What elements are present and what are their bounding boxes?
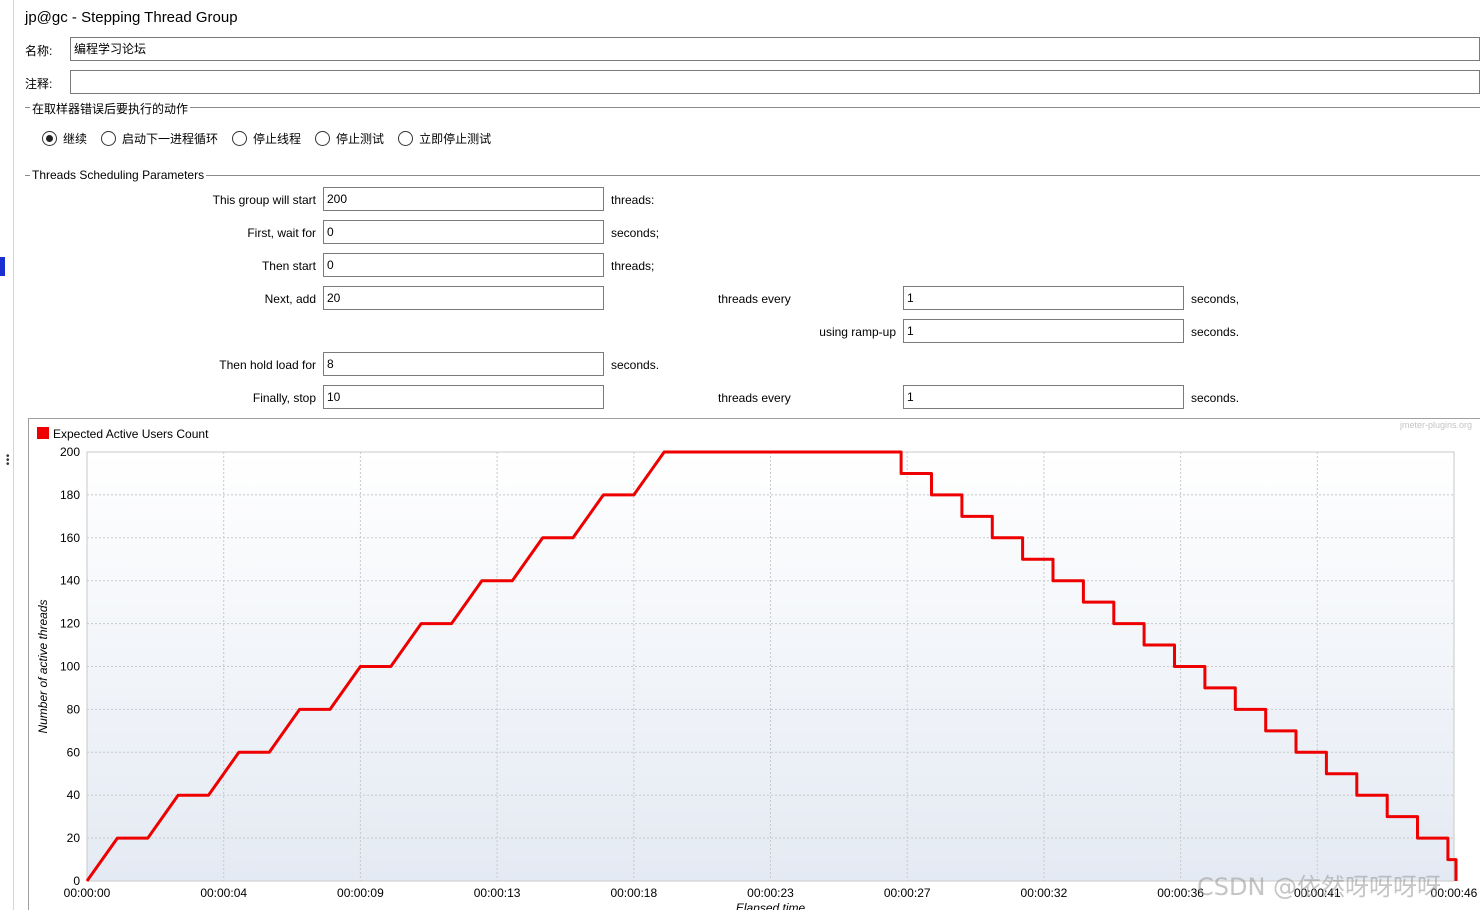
splitter-handle-icon[interactable]: • • • (6, 451, 10, 470)
y-tick-label: 0 (73, 874, 80, 888)
next-add-every-label: threads every (718, 292, 791, 306)
comment-field[interactable] (70, 70, 1480, 94)
start-threads-field[interactable]: 200 (323, 187, 604, 211)
error-action-section-border (25, 107, 1480, 108)
jmeter-plugins-watermark: jmeter-plugins.org (1399, 420, 1472, 430)
left-gutter: • • • (0, 0, 14, 910)
y-tick-label: 160 (60, 531, 80, 545)
y-axis-title: Number of active threads (36, 599, 50, 733)
active-users-chart: 0 20 40 60 80 100 120 140 160 180 200 00:00:00 00:00… (36, 427, 1478, 910)
y-tick-label: 140 (60, 574, 80, 588)
radio-stop-thread[interactable]: 停止线程 (232, 130, 301, 147)
params-section-border (25, 175, 1480, 176)
radio-stop-test[interactable]: 停止测试 (315, 130, 384, 147)
y-tick-label: 200 (60, 445, 80, 459)
stop-threads-field[interactable]: 10 (323, 385, 604, 409)
radio-continue[interactable]: 继续 (42, 130, 87, 147)
x-tick-label: 00:00:32 (1021, 886, 1068, 900)
radio-unselected-icon[interactable] (398, 130, 414, 146)
x-tick-label: 00:00:41 (1294, 886, 1341, 900)
radio-start-next-loop[interactable]: 启动下一进程循环 (101, 130, 218, 147)
x-tick-label: 00:00:00 (64, 886, 111, 900)
name-field[interactable]: 编程学习论坛 (70, 37, 1480, 61)
params-section-title: Threads Scheduling Parameters (30, 168, 207, 182)
comment-label: 注释: (25, 77, 53, 91)
y-tick-label: 60 (67, 745, 81, 759)
x-tick-label: 00:00:13 (474, 886, 521, 900)
radio-label: 立即停止测试 (419, 131, 492, 146)
series-line (85, 450, 1458, 882)
y-tick-label: 180 (60, 488, 80, 502)
radio-unselected-icon[interactable] (315, 130, 331, 146)
stop-every-label: threads every (718, 391, 791, 405)
csdn-watermark: CSDN @依然呀呀呀呀 (1197, 873, 1442, 901)
then-start-label: Then start (261, 259, 316, 273)
legend-swatch (37, 427, 49, 439)
radio-unselected-icon[interactable] (101, 130, 117, 146)
y-tick-label: 120 (60, 617, 80, 631)
initial-delay-label: First, wait for (247, 226, 316, 240)
next-add-label: Next, add (264, 292, 316, 306)
radio-stop-test-now[interactable]: 立即停止测试 (398, 130, 491, 147)
rampup-label: using ramp-up (819, 325, 896, 339)
x-tick-label: 00:00:18 (610, 886, 657, 900)
chart-panel: 0 20 40 60 80 100 120 140 160 180 200 00:00:00 00:00… (28, 418, 1480, 910)
next-add-field[interactable]: 20 (323, 286, 604, 310)
x-tick-label: 00:00:23 (747, 886, 794, 900)
stop-every-suffix: seconds. (1191, 391, 1240, 405)
radio-label: 启动下一进程循环 (122, 131, 219, 146)
then-start-field[interactable]: 0 (323, 253, 604, 277)
hold-load-label: Then hold load for (219, 358, 316, 372)
error-action-section-title: 在取样器错误后要执行的动作 (30, 100, 191, 117)
page-title: jp@gc - Stepping Thread Group (25, 9, 238, 26)
x-tick-label: 00:00:36 (1157, 886, 1204, 900)
start-threads-label: This group will start (212, 193, 316, 207)
initial-delay-field[interactable]: 0 (323, 220, 604, 244)
start-threads-suffix: threads: (611, 193, 655, 207)
y-tick-label: 80 (67, 702, 81, 716)
stop-label: Finally, stop (252, 391, 316, 405)
next-add-every-field[interactable]: 1 (903, 286, 1184, 310)
selection-marker (0, 257, 5, 276)
y-tick-label: 40 (67, 788, 81, 802)
y-tick-label: 20 (67, 831, 81, 845)
x-axis-title: Elapsed time (736, 901, 806, 910)
error-action-radio-group: 继续 启动下一进程循环 停止线程 停止测试 立即停止测试 (42, 128, 505, 148)
hold-load-field[interactable]: 8 (323, 352, 604, 376)
initial-delay-suffix: seconds; (611, 226, 660, 240)
radio-selected-icon[interactable] (42, 130, 57, 146)
hold-load-suffix: seconds. (611, 358, 660, 372)
rampup-suffix: seconds. (1191, 325, 1240, 339)
y-tick-label: 100 (60, 660, 80, 674)
radio-label: 停止线程 (253, 131, 302, 146)
x-tick-label: 00:00:46 (1431, 886, 1478, 900)
x-tick-label: 00:00:27 (884, 886, 931, 900)
x-tick-label: 00:00:04 (200, 886, 247, 900)
x-tick-label: 00:00:09 (337, 886, 384, 900)
radio-label: 继续 (63, 131, 88, 146)
then-start-suffix: threads; (611, 259, 655, 273)
radio-label: 停止测试 (336, 131, 385, 146)
name-label: 名称: (25, 44, 53, 58)
stop-every-field[interactable]: 1 (903, 385, 1184, 409)
legend-label: Expected Active Users Count (53, 427, 209, 441)
next-add-every-suffix: seconds, (1191, 292, 1240, 306)
radio-unselected-icon[interactable] (232, 130, 248, 146)
rampup-field[interactable]: 1 (903, 319, 1184, 343)
